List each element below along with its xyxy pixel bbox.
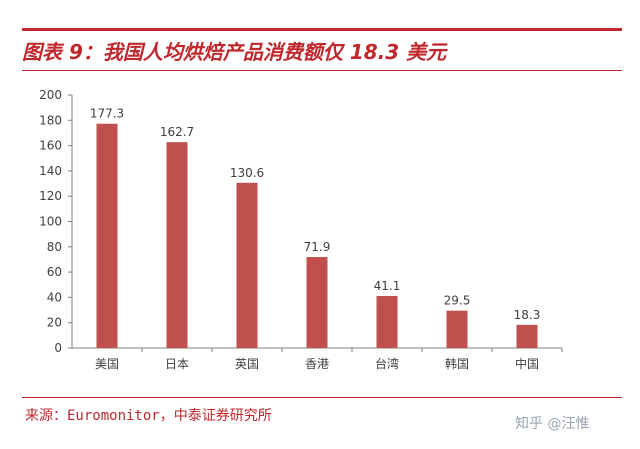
bar — [96, 123, 118, 348]
y-tick-label: 40 — [47, 290, 62, 304]
data-label: 71.9 — [304, 240, 331, 254]
y-tick-label: 60 — [47, 265, 62, 279]
bar — [236, 182, 258, 348]
bar — [306, 257, 328, 348]
bar — [376, 296, 398, 348]
bar — [446, 310, 468, 348]
top-accent-line — [22, 28, 622, 31]
x-tick-label: 英国 — [235, 357, 259, 371]
data-label: 18.3 — [514, 308, 541, 322]
x-tick-label: 日本 — [165, 357, 189, 371]
source-note: 来源：Euromonitor，中泰证券研究所 — [25, 408, 272, 424]
y-tick-label: 140 — [39, 164, 62, 178]
y-tick-label: 160 — [39, 139, 62, 153]
data-label: 162.7 — [160, 125, 194, 139]
data-label: 41.1 — [374, 279, 401, 293]
x-tick-label: 中国 — [515, 356, 539, 371]
y-tick-label: 20 — [47, 316, 62, 330]
y-tick-label: 100 — [39, 215, 62, 229]
y-tick-label: 120 — [39, 189, 62, 203]
bar — [166, 142, 188, 348]
x-tick-label: 美国 — [95, 357, 119, 371]
watermark-text: 知乎 @汪惟 — [515, 416, 590, 432]
chart-title: 图表 9：我国人均烘焙产品消费额仅 18.3 美元 — [22, 40, 447, 64]
x-tick-label: 韩国 — [445, 356, 469, 371]
title-divider — [22, 70, 622, 71]
bar-chart: 0 20 40 60 80 100 120 140 160 180 200 177.3 美国 162.7 日… — [39, 88, 563, 371]
source-divider — [22, 397, 622, 398]
data-label: 177.3 — [90, 107, 124, 121]
x-tick-label: 香港 — [305, 357, 329, 371]
y-tick-label: 180 — [39, 113, 62, 127]
data-label: 29.5 — [444, 294, 471, 308]
data-label: 130.6 — [230, 166, 264, 180]
y-tick-label: 80 — [47, 240, 62, 254]
y-tick-label: 0 — [54, 341, 62, 355]
bar — [516, 324, 538, 348]
y-tick-label: 200 — [39, 88, 62, 102]
x-tick-label: 台湾 — [375, 356, 399, 371]
